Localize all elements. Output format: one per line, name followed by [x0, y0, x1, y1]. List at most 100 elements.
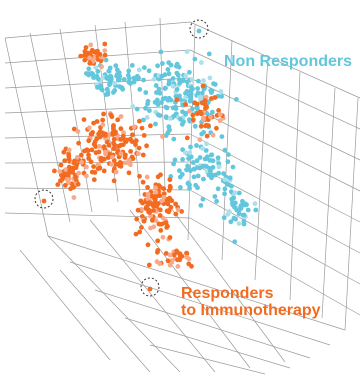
data-point	[89, 49, 95, 54]
data-point	[177, 80, 183, 86]
data-point	[167, 116, 173, 121]
data-point	[81, 117, 87, 122]
grid-line	[254, 55, 269, 281]
data-point	[151, 224, 157, 230]
data-point	[166, 124, 172, 130]
data-point	[198, 203, 204, 208]
data-point	[155, 174, 161, 180]
data-point	[171, 113, 177, 119]
data-point	[93, 150, 99, 156]
data-point	[166, 60, 172, 65]
data-point	[169, 198, 175, 204]
data-point	[137, 173, 142, 179]
data-point	[188, 144, 193, 150]
data-point	[74, 155, 80, 160]
data-point	[113, 162, 119, 167]
data-point	[225, 159, 231, 165]
data-point	[52, 168, 57, 174]
data-point	[83, 51, 89, 57]
data-point	[215, 155, 221, 161]
data-point	[154, 193, 160, 199]
data-point	[174, 97, 180, 103]
grid-line	[47, 235, 346, 331]
data-point	[225, 152, 231, 158]
data-point	[154, 97, 160, 103]
data-point	[99, 158, 104, 164]
data-point	[222, 147, 228, 153]
data-point	[170, 105, 176, 111]
data-point	[117, 160, 123, 165]
data-point	[201, 116, 207, 122]
data-point	[114, 72, 120, 77]
data-point	[216, 170, 222, 176]
series-label-non-responders: Non Responders	[224, 53, 352, 70]
data-point	[107, 79, 113, 85]
data-point	[184, 254, 190, 260]
data-point	[228, 219, 234, 225]
data-point	[93, 65, 99, 70]
data-point	[127, 136, 133, 142]
data-point	[96, 76, 101, 82]
data-point	[184, 250, 189, 256]
data-point	[139, 225, 144, 230]
data-point	[104, 139, 110, 145]
data-point	[166, 71, 172, 77]
grid-line	[89, 219, 216, 373]
data-point	[146, 262, 152, 268]
data-point	[166, 78, 172, 84]
data-point	[174, 248, 180, 254]
data-point	[204, 141, 209, 147]
data-point	[88, 131, 94, 137]
data-point	[217, 118, 223, 124]
data-point	[188, 96, 194, 102]
data-point	[229, 196, 235, 202]
data-point	[140, 179, 146, 185]
data-point	[222, 191, 228, 197]
data-point	[165, 130, 171, 136]
data-point	[89, 147, 95, 153]
data-point	[109, 114, 115, 120]
grid-line	[189, 133, 361, 223]
data-point	[217, 112, 223, 117]
data-point	[206, 172, 212, 178]
data-point	[165, 67, 171, 72]
data-point	[202, 156, 208, 162]
data-point	[147, 200, 152, 206]
data-point	[183, 95, 188, 100]
series-label-responders: Responders to Immunotherapy	[181, 285, 321, 319]
data-point	[190, 112, 196, 118]
data-point	[109, 161, 114, 167]
data-point	[87, 60, 93, 66]
data-point	[100, 117, 106, 123]
data-point	[102, 52, 108, 58]
data-point	[166, 209, 172, 215]
data-point	[146, 209, 152, 215]
data-point	[203, 148, 209, 153]
data-point	[152, 197, 158, 203]
data-point	[150, 208, 156, 213]
data-point	[188, 88, 194, 94]
data-point	[212, 95, 218, 100]
data-point	[194, 158, 200, 164]
data-point	[141, 117, 146, 123]
data-point	[145, 242, 151, 248]
grid-line	[164, 199, 286, 363]
data-point	[136, 145, 142, 151]
series-label-line: to Immunotherapy	[181, 302, 321, 319]
data-point	[208, 88, 214, 93]
data-point	[146, 68, 152, 74]
grid-line	[321, 87, 336, 319]
data-point	[154, 259, 160, 265]
data-point	[104, 86, 110, 92]
data-point	[168, 204, 174, 210]
data-point	[153, 218, 159, 223]
data-point	[140, 152, 146, 158]
data-point	[166, 188, 172, 193]
series-label-line: Responders	[181, 285, 274, 302]
data-point	[121, 77, 127, 82]
highlight-ring	[189, 19, 209, 39]
data-point	[157, 213, 163, 218]
data-point	[86, 125, 92, 131]
data-point	[231, 215, 237, 221]
